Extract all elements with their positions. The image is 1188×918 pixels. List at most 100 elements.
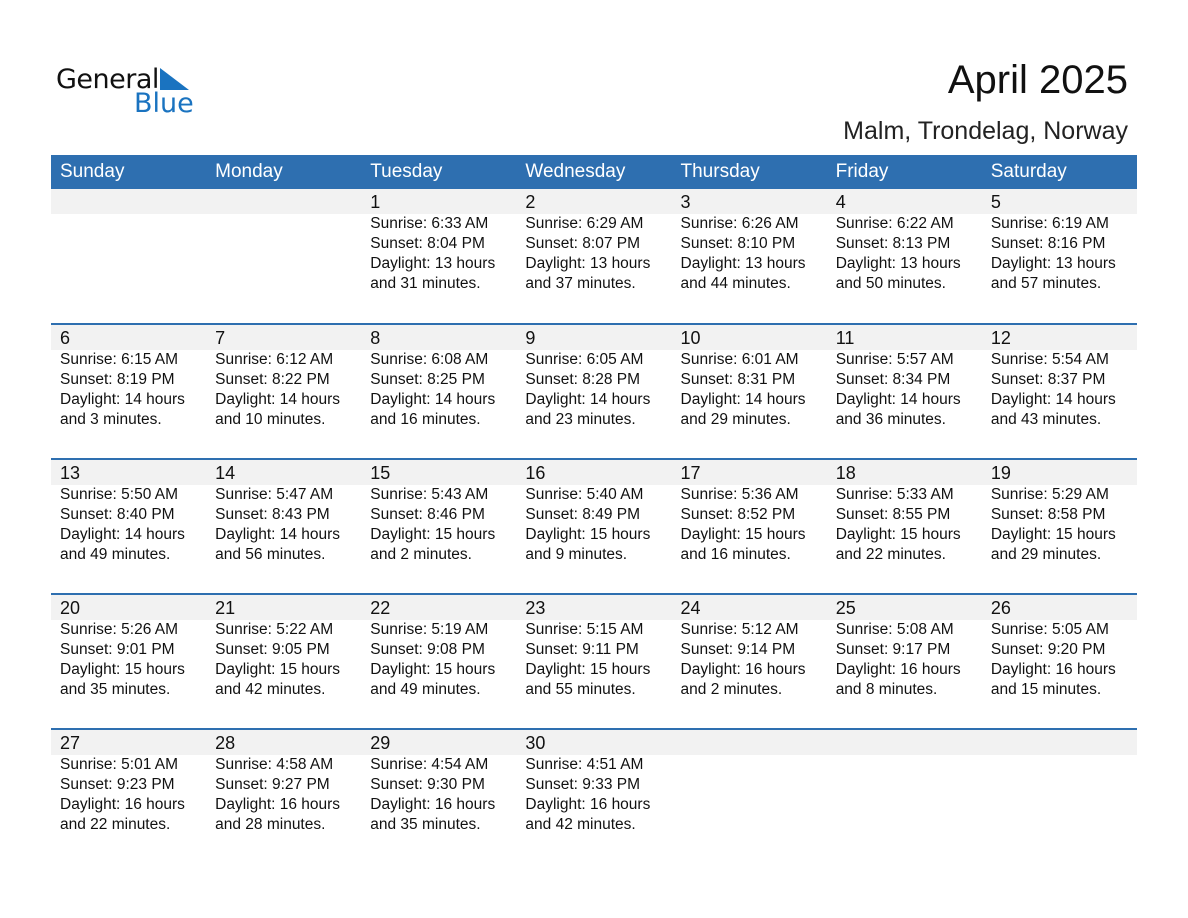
sunset-text: Sunset: 9:30 PM bbox=[370, 776, 485, 793]
sunrise-text: Sunrise: 6:29 AM bbox=[525, 215, 644, 232]
sunset-text: Sunset: 8:55 PM bbox=[835, 506, 951, 523]
sunrise-text: Sunrise: 5:05 AM bbox=[990, 621, 1109, 638]
sunrise-text: Sunrise: 5:22 AM bbox=[215, 621, 334, 638]
sunset-text: Sunset: 9:33 PM bbox=[525, 776, 640, 793]
daylight-minutes-text: and 56 minutes. bbox=[215, 546, 326, 563]
sunrise-text: Sunrise: 5:12 AM bbox=[680, 621, 799, 638]
sunset-text: Sunset: 8:46 PM bbox=[370, 506, 485, 523]
sunset-text: Sunset: 8:58 PM bbox=[990, 506, 1106, 523]
daylight-text: Daylight: 16 hours bbox=[370, 796, 496, 813]
daylight-minutes-text: and 49 minutes. bbox=[370, 681, 481, 698]
day-cell: 5 Sunrise: 6:19 AM Sunset: 8:16 PM Daylight… bbox=[982, 189, 1137, 324]
sunrise-text: Sunrise: 5:54 AM bbox=[990, 351, 1109, 368]
sunset-text: Sunset: 8:40 PM bbox=[60, 506, 175, 523]
day-number: 6 bbox=[60, 328, 71, 348]
day-cell: 22 Sunrise: 5:19 AM Sunset: 9:08 PM Dayligh… bbox=[361, 595, 516, 730]
day-number: 4 bbox=[835, 192, 846, 212]
day-cell: 4 Sunrise: 6:22 AM Sunset: 8:13 PM Daylight… bbox=[827, 189, 982, 324]
daylight-text: Daylight: 16 hours bbox=[680, 661, 806, 678]
day-cell: 17 Sunrise: 5:36 AM Sunset: 8:52 PM Dayligh… bbox=[672, 460, 827, 595]
sunrise-text: Sunrise: 6:33 AM bbox=[370, 215, 489, 232]
sunrise-text: Sunrise: 5:57 AM bbox=[835, 351, 954, 368]
day-number: 13 bbox=[60, 463, 81, 483]
daylight-minutes-text: and 37 minutes. bbox=[525, 275, 636, 292]
day-number: 3 bbox=[680, 192, 691, 212]
daylight-text: Daylight: 14 hours bbox=[990, 391, 1116, 408]
sunset-text: Sunset: 9:08 PM bbox=[370, 641, 485, 658]
day-cell: 24 Sunrise: 5:12 AM Sunset: 9:14 PM Dayligh… bbox=[672, 595, 827, 730]
daylight-minutes-text: and 23 minutes. bbox=[525, 411, 636, 428]
day-cell: 30 Sunrise: 4:51 AM Sunset: 9:33 PM Dayligh… bbox=[516, 730, 671, 865]
weekday-wednesday: Wednesday bbox=[525, 161, 626, 182]
day-cell: 28 Sunrise: 4:58 AM Sunset: 9:27 PM Dayligh… bbox=[206, 730, 361, 865]
daylight-minutes-text: and 31 minutes. bbox=[370, 275, 481, 292]
daylight-text: Daylight: 15 hours bbox=[60, 661, 185, 678]
daylight-minutes-text: and 42 minutes. bbox=[215, 681, 326, 698]
daylight-text: Daylight: 15 hours bbox=[370, 526, 496, 543]
page-title: April 2025 bbox=[947, 58, 1128, 102]
sunrise-text: Sunrise: 6:08 AM bbox=[370, 351, 489, 368]
sunrise-text: Sunrise: 4:51 AM bbox=[525, 756, 644, 773]
sunrise-text: Sunrise: 4:58 AM bbox=[215, 756, 334, 773]
day-cell: 26 Sunrise: 5:05 AM Sunset: 9:20 PM Dayligh… bbox=[982, 595, 1137, 730]
daylight-minutes-text: and 57 minutes. bbox=[990, 275, 1102, 292]
day-number: 17 bbox=[680, 463, 701, 483]
day-cell: 8 Sunrise: 6:08 AM Sunset: 8:25 PM Daylight… bbox=[361, 325, 516, 460]
sunrise-text: Sunrise: 4:54 AM bbox=[370, 756, 489, 773]
sunrise-text: Sunrise: 6:26 AM bbox=[680, 215, 799, 232]
sunset-text: Sunset: 8:19 PM bbox=[60, 371, 175, 388]
sunset-text: Sunset: 8:34 PM bbox=[835, 371, 951, 388]
daylight-minutes-text: and 55 minutes. bbox=[525, 681, 636, 698]
daylight-text: Daylight: 15 hours bbox=[680, 526, 806, 543]
sunrise-text: Sunrise: 5:29 AM bbox=[990, 486, 1109, 503]
daylight-text: Daylight: 14 hours bbox=[215, 526, 341, 543]
sunset-text: Sunset: 9:27 PM bbox=[215, 776, 330, 793]
day-number: 18 bbox=[835, 463, 856, 483]
daylight-minutes-text: and 29 minutes. bbox=[680, 411, 791, 428]
sunrise-text: Sunrise: 5:26 AM bbox=[60, 621, 179, 638]
sunset-text: Sunset: 9:17 PM bbox=[835, 641, 951, 658]
day-number: 29 bbox=[370, 733, 391, 753]
daylight-text: Daylight: 15 hours bbox=[370, 661, 496, 678]
sunset-text: Sunset: 8:04 PM bbox=[370, 235, 485, 252]
daylight-minutes-text: and 16 minutes. bbox=[680, 546, 791, 563]
day-number: 12 bbox=[990, 328, 1011, 348]
day-cell: 7 Sunrise: 6:12 AM Sunset: 8:22 PM Daylight… bbox=[206, 325, 361, 460]
day-number: 21 bbox=[215, 598, 236, 618]
sunset-text: Sunset: 9:11 PM bbox=[525, 641, 639, 658]
sunset-text: Sunset: 8:25 PM bbox=[370, 371, 485, 388]
day-number: 5 bbox=[990, 192, 1001, 212]
sunset-text: Sunset: 9:05 PM bbox=[215, 641, 330, 658]
sunrise-text: Sunrise: 5:43 AM bbox=[370, 486, 489, 503]
weekday-tuesday: Tuesday bbox=[370, 161, 443, 182]
day-number: 26 bbox=[990, 598, 1011, 618]
week-row: 1 Sunrise: 6:33 AM Sunset: 8:04 PM Daylight… bbox=[51, 189, 1137, 324]
daylight-text: Daylight: 13 hours bbox=[370, 255, 496, 272]
sunrise-text: Sunrise: 6:22 AM bbox=[835, 215, 954, 232]
date-band bbox=[51, 730, 1137, 755]
day-number: 8 bbox=[370, 328, 381, 348]
sunset-text: Sunset: 8:13 PM bbox=[835, 235, 951, 252]
sunrise-text: Sunrise: 5:15 AM bbox=[525, 621, 644, 638]
sunrise-text: Sunrise: 6:01 AM bbox=[680, 351, 799, 368]
daylight-minutes-text: and 22 minutes. bbox=[835, 546, 946, 563]
daylight-text: Daylight: 14 hours bbox=[60, 526, 185, 543]
daylight-minutes-text: and 9 minutes. bbox=[525, 546, 628, 563]
location-subtitle: Malm, Trondelag, Norway bbox=[843, 117, 1128, 145]
daylight-text: Daylight: 16 hours bbox=[215, 796, 341, 813]
day-number: 28 bbox=[215, 733, 236, 753]
daylight-minutes-text: and 3 minutes. bbox=[60, 411, 162, 428]
daylight-text: Daylight: 14 hours bbox=[680, 391, 806, 408]
daylight-text: Daylight: 16 hours bbox=[525, 796, 651, 813]
daylight-minutes-text: and 2 minutes. bbox=[370, 546, 472, 563]
date-band bbox=[51, 595, 1137, 620]
daylight-minutes-text: and 43 minutes. bbox=[990, 411, 1102, 428]
sunset-text: Sunset: 8:22 PM bbox=[215, 371, 330, 388]
day-number: 24 bbox=[680, 598, 701, 618]
day-cell: 16 Sunrise: 5:40 AM Sunset: 8:49 PM Dayligh… bbox=[516, 460, 671, 595]
day-cell: 19 Sunrise: 5:29 AM Sunset: 8:58 PM Dayligh… bbox=[982, 460, 1137, 595]
daylight-minutes-text: and 36 minutes. bbox=[835, 411, 946, 428]
daylight-minutes-text: and 35 minutes. bbox=[60, 681, 171, 698]
day-cell: 15 Sunrise: 5:43 AM Sunset: 8:46 PM Dayligh… bbox=[361, 460, 516, 595]
